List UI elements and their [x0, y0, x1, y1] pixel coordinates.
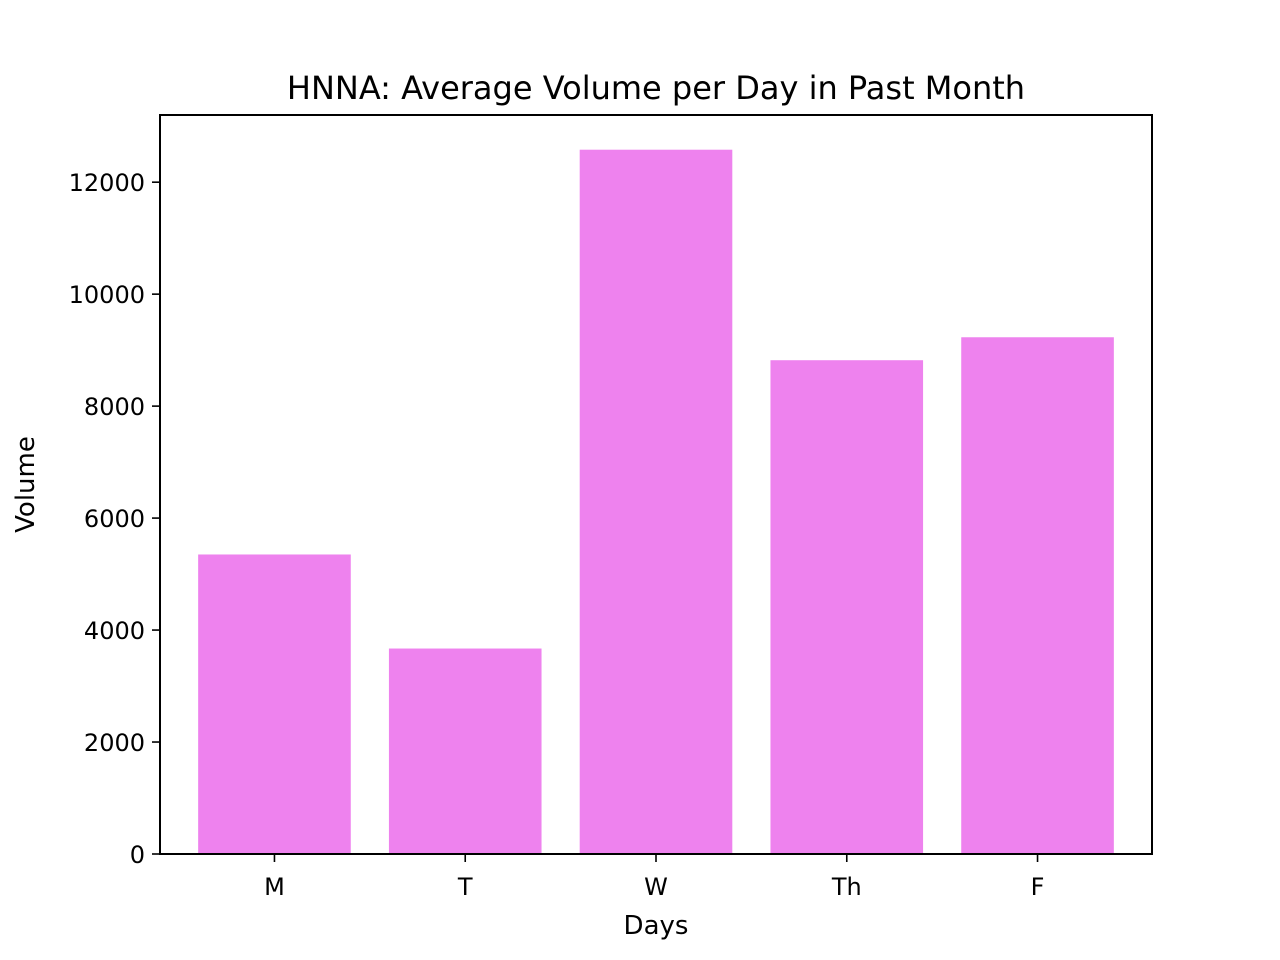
bar-m — [198, 554, 351, 854]
y-tick-label: 6000 — [84, 505, 145, 533]
y-tick-label: 0 — [130, 841, 145, 869]
bar-w — [579, 149, 733, 855]
plot-frame — [159, 114, 1153, 855]
bar-t — [388, 648, 542, 854]
x-axis-ticks: M T W Th F — [264, 854, 1044, 901]
x-tick-label: M — [264, 873, 285, 901]
y-tick-label: 4000 — [84, 617, 145, 645]
y-tick-label: 10000 — [69, 281, 145, 309]
x-axis-label: Days — [624, 911, 689, 941]
chart-title: HNNA: Average Volume per Day in Past Mon… — [287, 69, 1025, 107]
x-tick-label: W — [644, 873, 668, 901]
bars-group — [198, 149, 1114, 855]
bar-f — [961, 337, 1114, 854]
x-tick-label: Th — [831, 873, 862, 901]
y-axis-ticks: 0 2000 4000 6000 8000 10000 12000 — [69, 169, 160, 869]
y-tick-label: 8000 — [84, 393, 145, 421]
x-tick-label: T — [457, 873, 473, 901]
bar-th — [770, 360, 924, 854]
y-tick-label: 2000 — [84, 729, 145, 757]
y-tick-label: 12000 — [69, 169, 145, 197]
y-axis-label: Volume — [11, 436, 41, 533]
x-tick-label: F — [1031, 873, 1045, 901]
